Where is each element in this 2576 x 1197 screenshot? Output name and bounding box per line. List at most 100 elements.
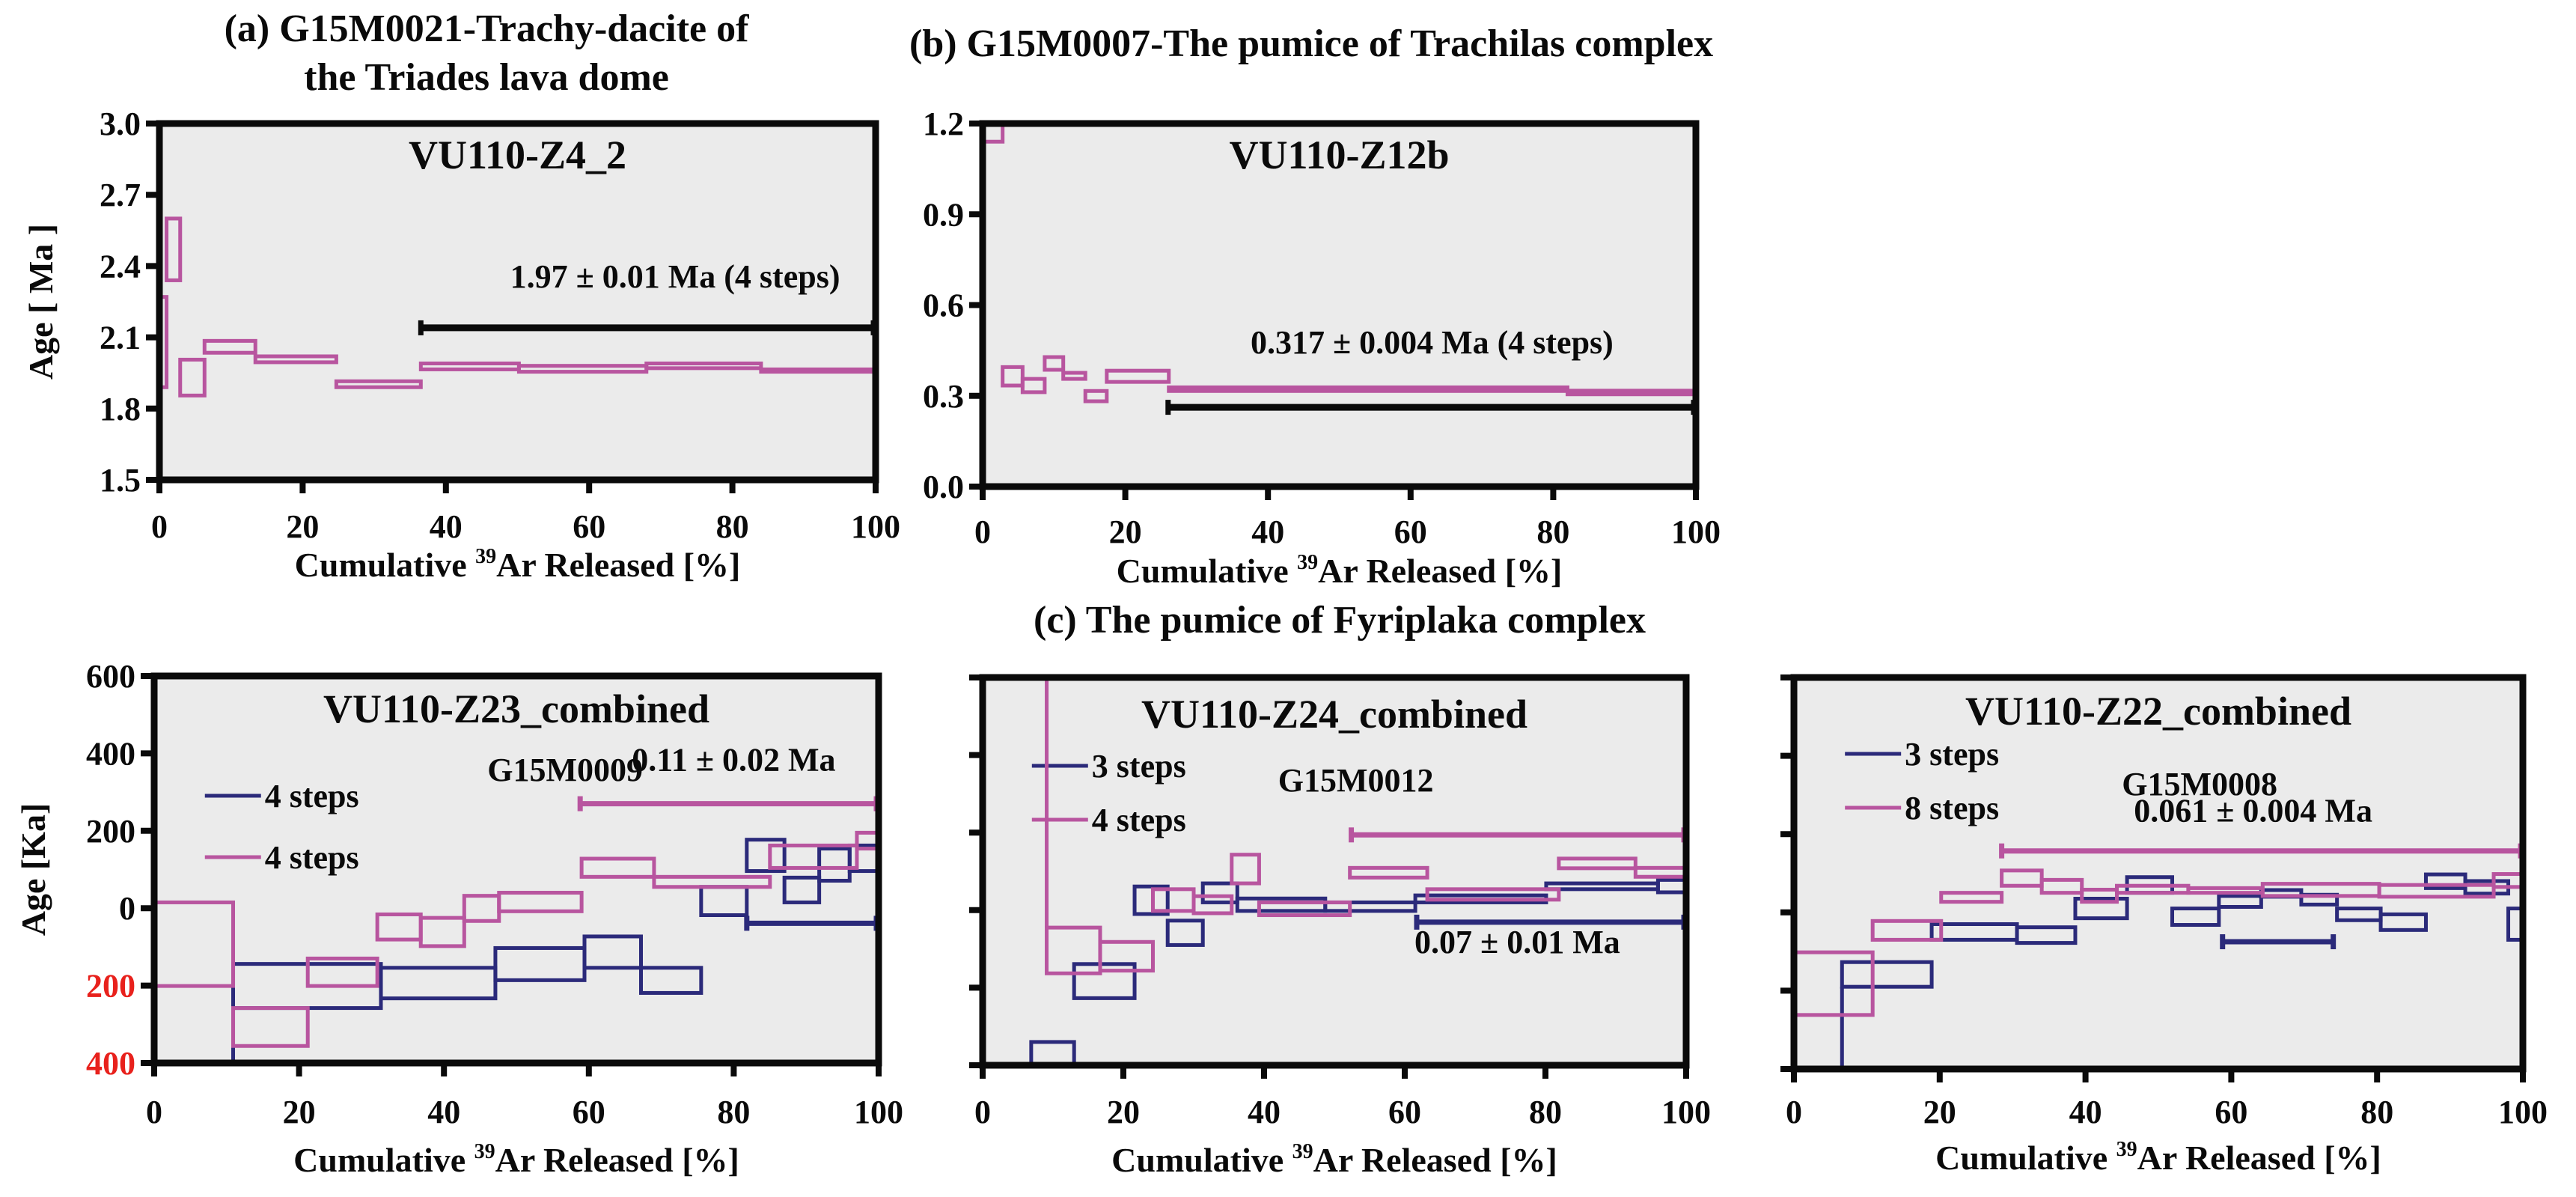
sample-label-c2: VU110-Z24_combined <box>1141 692 1527 737</box>
x-tick-label: 0 <box>146 1094 162 1130</box>
x-tick-label: 0 <box>151 508 168 545</box>
step-box <box>1257 900 1352 918</box>
plot-frame-c2 <box>979 674 1690 1069</box>
y-tick-label: 400 <box>86 1045 135 1082</box>
panel-a-chart: (a) G15M0021-Trachy-dacite of the Triade… <box>22 7 900 584</box>
step-box <box>1323 900 1417 913</box>
step-box <box>759 367 878 374</box>
step-box <box>1939 891 2004 904</box>
sample-label-c3: VU110-Z22_combined <box>1965 689 2351 734</box>
x-tick-label: 100 <box>1671 514 1721 550</box>
x-tick-label: 60 <box>573 508 605 545</box>
step-box <box>1001 365 1025 388</box>
step-box <box>1061 371 1087 381</box>
step-box <box>1165 919 1205 947</box>
panel-b-title: (b) G15M0007-The pumice of Trachilas com… <box>909 22 1713 65</box>
step-box <box>579 856 656 879</box>
plateau-c2-1: 0.07 ± 0.01 Ma <box>1414 914 1687 960</box>
step-box <box>497 891 584 913</box>
step-box <box>638 966 703 995</box>
step-box <box>2039 877 2084 895</box>
sample-label-c1: VU110-Z23_combined <box>323 686 709 731</box>
panel-c1-chart: VU110-Z23_combined G15M0009 4 steps 4 steps… <box>14 658 903 1179</box>
panel-a-title-line2: the Triades lava dome <box>304 56 669 99</box>
x-tick-label: 100 <box>851 508 900 545</box>
series-c3-0 <box>1840 872 2525 1069</box>
y-tick-label: 0 <box>119 890 135 927</box>
y-tick-label: 200 <box>86 813 135 850</box>
step-box <box>253 354 338 365</box>
x-axis-label-c1: Cumulative 39Ar Released [%] <box>293 1140 739 1179</box>
legend-item-c1-1: 4 steps <box>204 839 359 876</box>
plateau-c1-0: 0.11 ± 0.02 Ma <box>577 742 879 811</box>
x-tick-label: 20 <box>1107 1094 1140 1130</box>
y-tick-label: 2.1 <box>100 320 141 356</box>
legend-item-c2-1: 4 steps <box>1031 802 1186 838</box>
x-tick-label: 60 <box>573 1094 605 1130</box>
x-tick-label: 100 <box>1661 1094 1711 1130</box>
x-tick-label: 40 <box>1251 514 1284 550</box>
step-box <box>1425 887 1561 902</box>
x-tick-label: 80 <box>2360 1094 2393 1130</box>
legend-item-c1-0: 4 steps <box>204 778 359 814</box>
series-c1-1 <box>154 830 881 1048</box>
plot-frame-c3 <box>1790 674 2527 1073</box>
step-box <box>582 934 643 970</box>
plateau-age-label: 0.061 ± 0.004 Ma <box>2134 792 2372 829</box>
panel-c2-chart: VU110-Z24_combined G15M0012 3 steps 4 steps… <box>969 674 1711 1179</box>
y-tick-label: 600 <box>86 658 135 695</box>
legend-label: 3 steps <box>1905 736 1999 773</box>
x-tick-label: 40 <box>1248 1094 1281 1130</box>
y-tick-label: 2.7 <box>100 177 141 213</box>
y-tick-label: 1.2 <box>923 106 964 142</box>
y-tick-label: 400 <box>86 735 135 772</box>
y-tick-label: 0.9 <box>923 196 964 233</box>
x-tick-label: 20 <box>286 508 319 545</box>
step-box <box>2080 887 2119 904</box>
step-box <box>2073 896 2129 921</box>
y-tick-label: 200 <box>86 968 135 1005</box>
x-tick-label: 0 <box>1786 1094 1802 1130</box>
step-box <box>1043 355 1066 372</box>
step-box <box>1072 962 1137 1000</box>
step-box <box>202 338 257 355</box>
x-tick-label: 100 <box>854 1094 903 1130</box>
step-box <box>2015 925 2078 945</box>
sample-id-c2: G15M0012 <box>1278 762 1434 799</box>
step-box <box>1098 939 1155 973</box>
plateau-a-0: 1.97 ± 0.01 Ma (4 steps) <box>418 258 876 335</box>
x-tick-label: 80 <box>717 1094 750 1130</box>
step-box <box>1840 960 1934 989</box>
sample-id-c1: G15M0009 <box>487 752 643 788</box>
step-box <box>1020 377 1047 395</box>
plot-area-a <box>159 124 876 480</box>
legend-label: 4 steps <box>1092 802 1186 838</box>
step-box <box>2378 912 2428 932</box>
x-tick-label: 60 <box>1394 514 1427 550</box>
x-axis-label-b: Cumulative 39Ar Released [%] <box>1117 551 1563 590</box>
y-axis-label-a: Age [ Ma ] <box>22 224 60 380</box>
step-box <box>2217 894 2263 909</box>
step-box <box>1083 389 1109 403</box>
panel-c-title: (c) The pumice of Fyriplaka complex <box>1034 599 1646 642</box>
step-box <box>2170 907 2221 928</box>
x-axis-label-c3: Cumulative 39Ar Released [%] <box>1935 1138 2381 1177</box>
step-box <box>1105 368 1171 384</box>
plot-area-c3 <box>1794 677 2523 1069</box>
step-box <box>379 966 498 1001</box>
step-box <box>1230 853 1261 886</box>
y-tick-label: 1.5 <box>100 462 141 499</box>
plot-area-c2 <box>983 677 1686 1065</box>
y-tick-label: 1.8 <box>100 391 141 427</box>
step-box <box>154 900 236 988</box>
series-c2-1 <box>1045 677 1688 975</box>
y-tick-label: 3.0 <box>100 106 141 142</box>
legend-item-c3-0: 3 steps <box>1845 736 1999 773</box>
plot-area-b <box>983 124 1696 487</box>
y-tick-label: 0.6 <box>923 287 964 324</box>
sample-id-c3: G15M0008 <box>2122 766 2277 802</box>
x-tick-label: 100 <box>2498 1094 2548 1130</box>
step-box <box>1167 385 1569 393</box>
step-box <box>1870 919 1944 942</box>
